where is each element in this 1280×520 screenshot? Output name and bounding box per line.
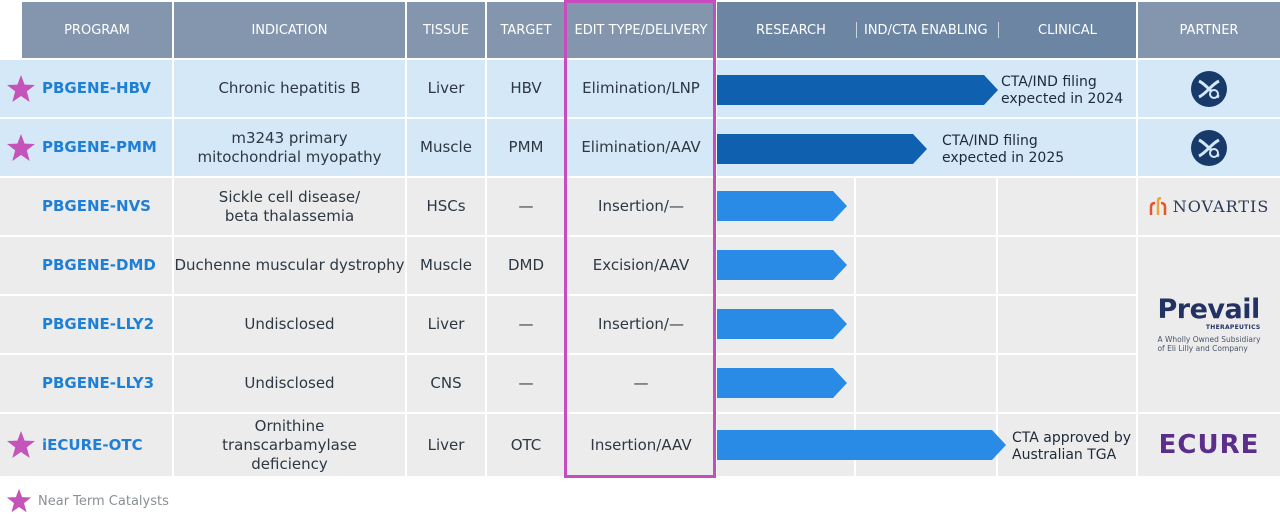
partner-cell	[1138, 178, 1280, 235]
edit-type: Elimination/AAV	[567, 119, 715, 176]
prevail-name: Prevail	[1157, 294, 1260, 325]
prevail-sub: THERAPEUTICS	[1205, 324, 1261, 331]
milestone-line: CTA/IND filing	[1001, 74, 1097, 90]
stage-cell-ind	[856, 178, 996, 235]
partner-cell	[1138, 414, 1280, 476]
legend: Near Term Catalysts	[6, 488, 169, 514]
edit-type: Excision/AAV	[567, 237, 715, 294]
tissue: Muscle	[407, 237, 485, 294]
milestone-note: CTA approved by Australian TGA	[1012, 430, 1131, 464]
tissue: Liver	[407, 414, 485, 476]
star-icon	[6, 488, 32, 513]
header-partner: PARTNER	[1138, 2, 1280, 58]
stage-cell-ind	[856, 355, 996, 412]
indication: m3243 primary mitochondrial myopathy	[174, 119, 405, 176]
star-icon	[7, 431, 35, 458]
edit-type: Insertion/—	[567, 178, 715, 235]
novartis-flame-icon	[1149, 196, 1166, 215]
gene-logo-icon	[1191, 70, 1227, 107]
prevail-desc: A Wholly Owned Subsidiary	[1157, 335, 1261, 344]
header-separator	[998, 22, 999, 38]
program-name: PBGENE-DMD	[0, 237, 172, 294]
stage-cell-clinical	[998, 296, 1136, 353]
milestone-line: expected in 2025	[942, 150, 1065, 166]
ecure-logo: ECURE	[1138, 414, 1280, 476]
progress-bar	[717, 430, 1006, 460]
progress-bar	[717, 191, 847, 221]
header-stage-band	[717, 2, 1136, 58]
star-icon	[7, 134, 35, 161]
milestone-line: CTA/IND filing	[942, 133, 1038, 149]
partner-logo	[1138, 60, 1280, 117]
gene-logo-icon	[1191, 129, 1227, 166]
pipeline-table: PROGRAM INDICATION TISSUE TARGET EDIT TY…	[0, 0, 1280, 478]
star-icon	[7, 75, 35, 102]
tissue: Muscle	[407, 119, 485, 176]
stage-cell-ind	[856, 237, 996, 294]
progress-bar	[717, 250, 847, 280]
header-tissue: TISSUE	[407, 2, 485, 58]
edit-type: Insertion/AAV	[567, 414, 715, 476]
indication: Undisclosed	[174, 296, 405, 353]
target: —	[487, 296, 565, 353]
progress-bar	[717, 309, 847, 339]
indication: Chronic hepatitis B	[174, 60, 405, 117]
header-program: PROGRAM	[22, 2, 172, 58]
target: HBV	[487, 60, 565, 117]
header-target: TARGET	[487, 2, 565, 58]
partner-cell	[1138, 237, 1280, 412]
header-separator	[856, 22, 857, 38]
stage-cell-clinical	[998, 414, 1136, 476]
indication: Undisclosed	[174, 355, 405, 412]
header-research: RESEARCH	[756, 22, 826, 38]
novartis-logo: NOVARTIS	[1138, 178, 1280, 235]
header-clinical: CLINICAL	[1038, 22, 1097, 38]
tissue: CNS	[407, 355, 485, 412]
progress-bar	[717, 134, 927, 164]
stage-cell-ind	[856, 296, 996, 353]
stage-cell-clinical	[998, 355, 1136, 412]
edit-type: Elimination/LNP	[567, 60, 715, 117]
edit-type: Insertion/—	[567, 296, 715, 353]
milestone-note: CTA/IND filing expected in 2024	[1001, 74, 1123, 108]
edit-type: —	[567, 355, 715, 412]
indication: Sickle cell disease/ beta thalassemia	[174, 178, 405, 235]
progress-bar	[717, 75, 998, 105]
milestone-note: CTA/IND filing expected in 2025	[942, 133, 1064, 167]
prevail-desc: of Eli Lilly and Company	[1157, 344, 1248, 353]
tissue: Liver	[407, 60, 485, 117]
target: OTC	[487, 414, 565, 476]
legend-label: Near Term Catalysts	[38, 493, 169, 509]
target: PMM	[487, 119, 565, 176]
milestone-line: Australian TGA	[1012, 447, 1117, 463]
progress-bar	[717, 368, 847, 398]
tissue: HSCs	[407, 178, 485, 235]
program-name: PBGENE-LLY3	[0, 355, 172, 412]
milestone-line: expected in 2024	[1001, 91, 1124, 107]
target: DMD	[487, 237, 565, 294]
stage-cell-clinical	[998, 237, 1136, 294]
program-name: PBGENE-NVS	[0, 178, 172, 235]
target: —	[487, 355, 565, 412]
ecure-name: ECURE	[1158, 430, 1260, 460]
stage-cell-clinical	[998, 178, 1136, 235]
header-indication: INDICATION	[174, 2, 405, 58]
prevail-logo: Prevail THERAPEUTICS A Wholly Owned Subs…	[1138, 237, 1280, 412]
program-name: PBGENE-LLY2	[0, 296, 172, 353]
milestone-line: CTA approved by	[1012, 430, 1132, 446]
target: —	[487, 178, 565, 235]
indication: Ornithine transcarbamylase deficiency	[174, 414, 405, 476]
indication: Duchenne muscular dystrophy	[174, 237, 405, 294]
novartis-name: NOVARTIS	[1172, 197, 1270, 216]
header-ind-cta: IND/CTA ENABLING	[864, 22, 988, 38]
header-edit-type: EDIT TYPE/DELIVERY	[567, 2, 715, 58]
partner-logo	[1138, 119, 1280, 176]
tissue: Liver	[407, 296, 485, 353]
